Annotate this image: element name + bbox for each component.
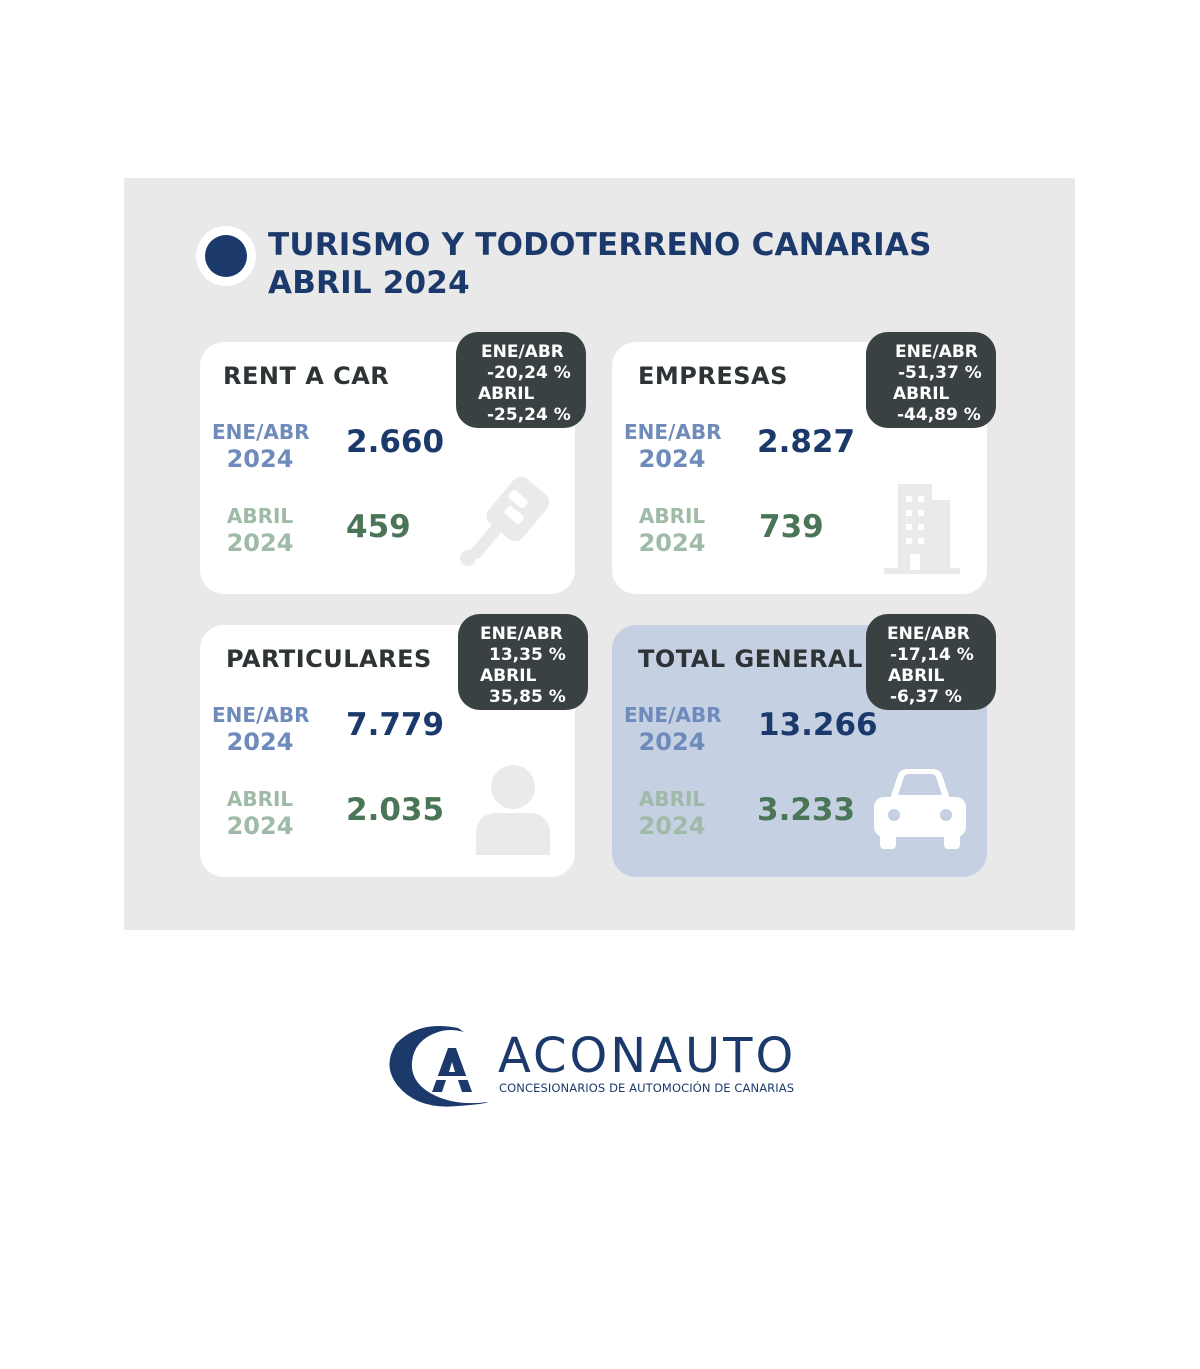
ytd-value: 7.779 xyxy=(346,707,445,743)
card-title: EMPRESAS xyxy=(638,362,788,390)
month-label: ABRIL 2024 xyxy=(638,504,706,557)
card-title: RENT A CAR xyxy=(223,362,390,390)
aconauto-logo-icon xyxy=(389,1026,488,1107)
page-title-line1: TURISMO Y TODOTERRENO CANARIAS xyxy=(268,227,932,263)
person-icon xyxy=(476,765,550,855)
card-title: PARTICULARES xyxy=(226,645,432,673)
logo-tagline: CONCESIONARIOS DE AUTOMOCIÓN DE CANARIAS xyxy=(499,1081,795,1095)
logo-wordmark: ACONAUTO xyxy=(498,1028,797,1084)
car-front-icon xyxy=(874,769,966,849)
page-title: TURISMO Y TODOTERRENO CANARIAS ABRIL 202… xyxy=(268,226,932,302)
month-value: 2.035 xyxy=(346,792,445,828)
month-label: ABRIL 2024 xyxy=(638,787,706,840)
ytd-value: 2.660 xyxy=(346,424,445,460)
change-badge-rent-a-car: ENE/ABR -20,24 % ABRIL -25,24 % xyxy=(456,332,586,428)
ytd-label: ENE/ABR 2024 xyxy=(624,703,722,756)
month-label: ABRIL 2024 xyxy=(226,504,294,557)
ytd-value: 13.266 xyxy=(758,707,878,743)
ytd-value: 2.827 xyxy=(757,424,856,460)
ytd-label: ENE/ABR 2024 xyxy=(624,420,722,473)
change-badge-particulares: ENE/ABR 13,35 % ABRIL 35,85 % xyxy=(458,614,588,710)
month-value: 3.233 xyxy=(757,792,856,828)
office-building-icon xyxy=(884,484,960,574)
month-label: ABRIL 2024 xyxy=(226,787,294,840)
card-total-general: TOTAL GENERAL ENE/ABR 2024 13.266 ABRIL … xyxy=(612,625,987,877)
card-title: TOTAL GENERAL xyxy=(638,645,863,673)
ytd-label: ENE/ABR 2024 xyxy=(212,420,310,473)
page-title-line2: ABRIL 2024 xyxy=(268,265,470,301)
card-rent-a-car: RENT A CAR ENE/ABR 2024 2.660 ABRIL 2024… xyxy=(200,342,575,594)
month-value: 459 xyxy=(346,509,411,545)
change-badge-total-general: ENE/ABR -17,14 % ABRIL -6,37 % xyxy=(866,614,996,710)
change-badge-empresas: ENE/ABR -51,37 % ABRIL -44,89 % xyxy=(866,332,996,428)
month-value: 739 xyxy=(759,509,824,545)
car-key-icon xyxy=(460,476,550,566)
ytd-label: ENE/ABR 2024 xyxy=(212,703,310,756)
title-bullet-icon xyxy=(205,235,247,277)
